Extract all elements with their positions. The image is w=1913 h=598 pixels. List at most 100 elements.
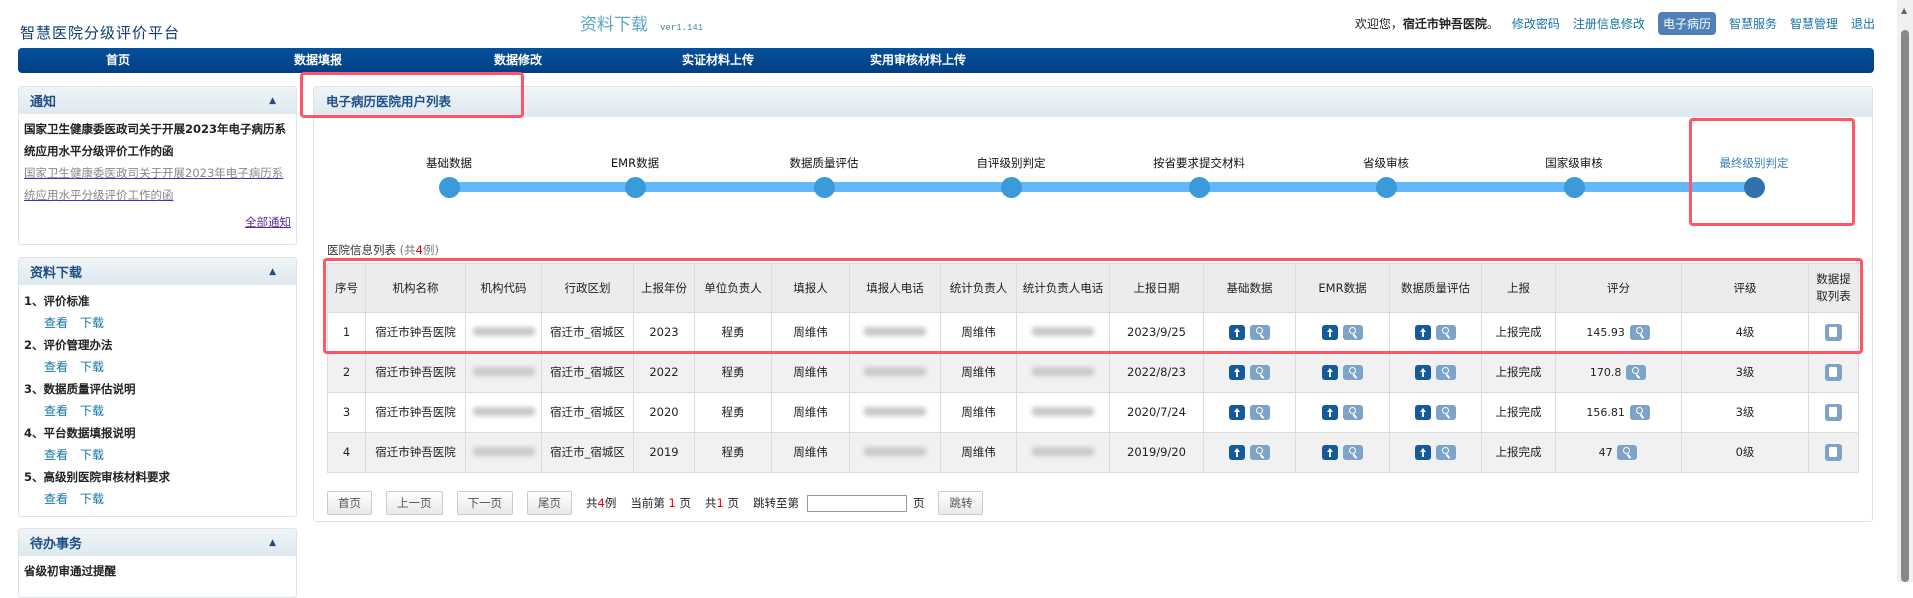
upload-icon[interactable]: [1321, 325, 1338, 340]
step-dot: [625, 177, 646, 198]
column-header: 单位负责人: [694, 263, 772, 313]
first-page-button[interactable]: 首页: [327, 491, 372, 515]
smart-management-link[interactable]: 智慧管理: [1789, 17, 1838, 31]
cell-emr: [1295, 352, 1390, 393]
cell-region: 宿迁市_宿城区: [541, 432, 634, 473]
cell-status: 上报完成: [1481, 352, 1556, 393]
logout-link[interactable]: 退出: [1850, 17, 1875, 31]
search-icon[interactable]: [1629, 405, 1650, 420]
cell-level: 3级: [1681, 392, 1809, 433]
view-link[interactable]: 查看: [44, 404, 69, 418]
column-header: 统计负责人电话: [1016, 263, 1110, 313]
upload-icon[interactable]: [1321, 405, 1338, 420]
cell-name: 宿迁市钟吾医院: [365, 392, 466, 433]
search-icon[interactable]: [1629, 325, 1650, 340]
next-page-button[interactable]: 下一页: [456, 491, 513, 515]
vertical-scrollbar[interactable]: ▲: [1897, 0, 1913, 582]
notice-link[interactable]: 国家卫生健康委医政司关于开展2023年电子病历系统应用水平分级评价工作的函: [24, 166, 284, 202]
search-icon[interactable]: [1250, 365, 1271, 380]
hospital-table: 序号 机构名称 机构代码 行政区划 上报年份 单位负责人 填报人 填报人电话 统计负责人 统计负责…: [327, 263, 1859, 473]
view-link[interactable]: 查看: [44, 492, 69, 506]
progress-line: [449, 182, 1750, 192]
blurred-value: [1032, 407, 1094, 416]
cell-emr: [1295, 392, 1390, 433]
scrollbar-thumb[interactable]: [1901, 30, 1909, 582]
notice-panel-header[interactable]: 通知 ▲: [19, 87, 296, 114]
cell-basic: [1203, 352, 1296, 393]
downloads-panel-header[interactable]: 资料下载 ▲: [19, 258, 296, 285]
cell-year: 2023: [633, 312, 695, 353]
search-icon[interactable]: [1343, 325, 1364, 340]
nav-home[interactable]: 首页: [105, 53, 130, 67]
edit-registration-link[interactable]: 注册信息修改: [1572, 17, 1645, 31]
upload-icon[interactable]: [1228, 365, 1245, 380]
nav-audit-upload[interactable]: 实用审核材料上传: [869, 53, 966, 67]
upload-icon[interactable]: [1321, 445, 1338, 460]
table-row: 2 宿迁市钟吾医院 宿迁市_宿城区 2022 程勇 周维伟 周维伟 2022/8/23 上报完…: [327, 352, 1859, 393]
collapse-icon[interactable]: ▲: [269, 537, 276, 548]
todo-item[interactable]: 省级初审通过提醒: [24, 564, 116, 578]
jump-button[interactable]: 跳转: [938, 491, 984, 515]
view-link[interactable]: 查看: [44, 316, 69, 330]
step-label: 按省要求提交材料: [1153, 156, 1245, 170]
cell-stat: 周维伟: [940, 352, 1017, 393]
last-page-button[interactable]: 尾页: [527, 491, 572, 515]
nav-data-edit[interactable]: 数据修改: [493, 53, 542, 67]
cell-filler-phone: [849, 392, 941, 433]
search-icon[interactable]: [1250, 405, 1271, 420]
scroll-up-icon[interactable]: ▲: [1901, 6, 1908, 15]
search-icon[interactable]: [1250, 445, 1271, 460]
column-header: 评分: [1555, 263, 1682, 313]
search-icon[interactable]: [1436, 445, 1457, 460]
search-icon[interactable]: [1343, 365, 1364, 380]
upload-icon[interactable]: [1414, 325, 1431, 340]
search-icon[interactable]: [1617, 445, 1638, 460]
welcome-prefix: 欢迎您，: [1354, 17, 1403, 31]
download-link[interactable]: 下载: [80, 492, 105, 506]
document-list-icon[interactable]: [1825, 444, 1842, 461]
upload-icon[interactable]: [1321, 365, 1338, 380]
cell-stat-phone: [1016, 352, 1110, 393]
download-link[interactable]: 下载: [80, 404, 105, 418]
main-nav: 首页 数据填报 数据修改 实证材料上传 实用审核材料上传: [18, 48, 1874, 73]
upload-icon[interactable]: [1228, 325, 1245, 340]
prev-page-button[interactable]: 上一页: [386, 491, 443, 515]
collapse-icon[interactable]: ▲: [269, 266, 276, 277]
pages-value: 1: [716, 496, 724, 510]
emr-link[interactable]: 电子病历: [1657, 12, 1716, 35]
download-link[interactable]: 下载: [80, 448, 105, 462]
step-dot: [1001, 177, 1022, 198]
collapse-icon[interactable]: ▲: [269, 95, 276, 106]
search-icon[interactable]: [1343, 445, 1364, 460]
search-icon[interactable]: [1626, 365, 1647, 380]
cell-code: [465, 312, 542, 353]
document-list-icon[interactable]: [1825, 364, 1842, 381]
search-icon[interactable]: [1343, 405, 1364, 420]
download-link[interactable]: 下载: [80, 360, 105, 374]
nav-evidence-upload[interactable]: 实证材料上传: [681, 53, 754, 67]
document-list-icon[interactable]: [1825, 404, 1842, 421]
upload-icon[interactable]: [1228, 445, 1245, 460]
view-link[interactable]: 查看: [44, 448, 69, 462]
nav-data-entry[interactable]: 数据填报: [293, 53, 342, 67]
smart-service-link[interactable]: 智慧服务: [1728, 17, 1777, 31]
view-link[interactable]: 查看: [44, 360, 69, 374]
change-password-link[interactable]: 修改密码: [1511, 17, 1560, 31]
all-notices-link[interactable]: 全部通知: [245, 215, 291, 229]
download-link[interactable]: 下载: [80, 316, 105, 330]
jump-page-input[interactable]: [806, 494, 907, 512]
document-list-icon[interactable]: [1825, 324, 1842, 341]
upload-icon[interactable]: [1228, 405, 1245, 420]
search-icon[interactable]: [1436, 405, 1457, 420]
search-icon[interactable]: [1250, 325, 1271, 340]
table-row: 3 宿迁市钟吾医院 宿迁市_宿城区 2020 程勇 周维伟 周维伟 2020/7/24 上报完…: [327, 392, 1859, 433]
upload-icon[interactable]: [1414, 365, 1431, 380]
cell-head: 程勇: [694, 312, 772, 353]
upload-icon[interactable]: [1414, 405, 1431, 420]
todo-panel-header[interactable]: 待办事务 ▲: [19, 529, 296, 556]
notice-item[interactable]: 国家卫生健康委医政司关于开展2023年电子病历系统应用水平分级评价工作的函: [24, 122, 287, 158]
search-icon[interactable]: [1436, 325, 1457, 340]
upload-icon[interactable]: [1414, 445, 1431, 460]
cell-basic: [1203, 432, 1296, 473]
search-icon[interactable]: [1436, 365, 1457, 380]
